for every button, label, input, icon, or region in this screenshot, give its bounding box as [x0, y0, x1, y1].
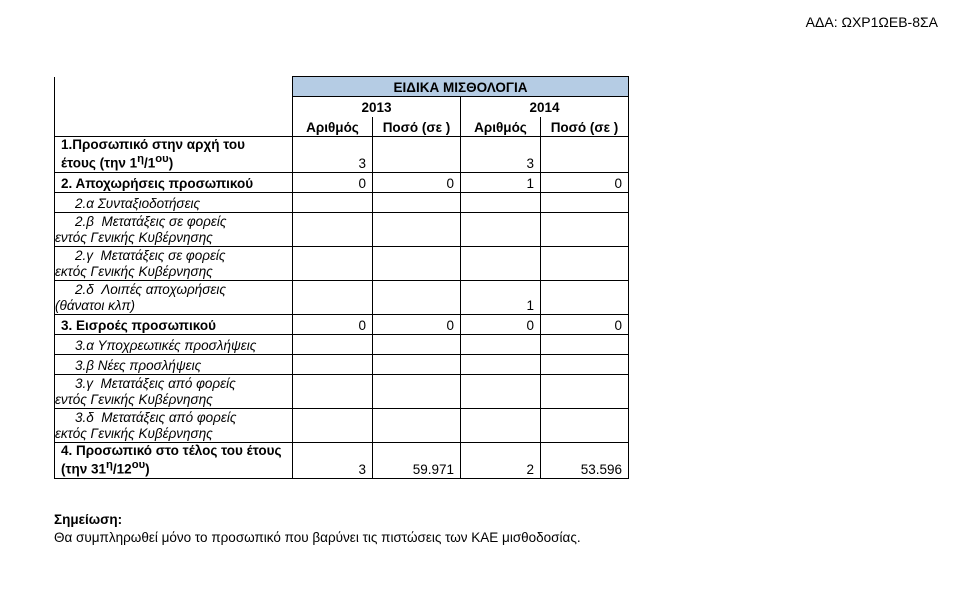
- row-3a-n2: [461, 334, 541, 354]
- row-3a-a2: [541, 334, 629, 354]
- row-4-a2: 53.596: [541, 442, 629, 478]
- ada-code: ΑΔΑ: ΩΧΡ1ΩΕΒ-8ΣΑ: [54, 14, 938, 30]
- row-2-a2: 0: [541, 172, 629, 192]
- row-2a-a1: [373, 192, 461, 212]
- row-3c-n1: [293, 374, 373, 408]
- blank-corner-3: [55, 117, 293, 137]
- row-3a-label: 3.α Υποχρεωτικές προσλήψεις: [55, 334, 293, 354]
- row-3d-label: 3.δ Μετατάξεις από φορείςεκτός Γενικής Κ…: [55, 408, 293, 442]
- year-1: 2013: [293, 97, 461, 117]
- row-2-n2: 1: [461, 172, 541, 192]
- row-2a-n1: [293, 192, 373, 212]
- row-2c-a1: [373, 246, 461, 280]
- row-2a-a2: [541, 192, 629, 212]
- row-3d-n2: [461, 408, 541, 442]
- row-1-a2: [541, 137, 629, 173]
- row-3-n2: 0: [461, 314, 541, 334]
- row-2b-label: 2.β Μετατάξεις σε φορείςεντός Γενικής Κυ…: [55, 212, 293, 246]
- row-2c-label: 2.γ Μετατάξεις σε φορείςεκτός Γενικής Κυ…: [55, 246, 293, 280]
- row-2d-a1: [373, 280, 461, 314]
- row-2c-a2: [541, 246, 629, 280]
- row-2b-a2: [541, 212, 629, 246]
- row-3b-n2: [461, 354, 541, 374]
- col-amount-1: Ποσό (σε ): [373, 117, 461, 137]
- row-2-a1: 0: [373, 172, 461, 192]
- page: ΑΔΑ: ΩΧΡ1ΩΕΒ-8ΣΑ ΕΙΔΙΚΑ ΜΙΣΘΟΛΟΓΙΑ 2013 …: [0, 0, 960, 606]
- row-3-n1: 0: [293, 314, 373, 334]
- row-4-n1: 3: [293, 442, 373, 478]
- row-1-n2: 3: [461, 137, 541, 173]
- row-2a-label: 2.α Συνταξιοδοτήσεις: [55, 192, 293, 212]
- row-2b-n2: [461, 212, 541, 246]
- row-4-label: 4. Προσωπικό στο τέλος του έτους(την 31η…: [55, 442, 293, 478]
- row-2-n1: 0: [293, 172, 373, 192]
- row-2d-n1: [293, 280, 373, 314]
- row-3b-n1: [293, 354, 373, 374]
- footnote: Σημείωση: Θα συμπληρωθεί μόνο το προσωπι…: [54, 511, 614, 547]
- col-amount-2: Ποσό (σε ): [541, 117, 629, 137]
- blank-corner-2: [55, 97, 293, 117]
- row-3a-a1: [373, 334, 461, 354]
- row-3c-n2: [461, 374, 541, 408]
- blank-corner: [55, 77, 293, 97]
- footnote-title: Σημείωση:: [54, 512, 122, 527]
- row-3-a2: 0: [541, 314, 629, 334]
- row-1-n1: 3: [293, 137, 373, 173]
- row-2b-n1: [293, 212, 373, 246]
- row-3d-a1: [373, 408, 461, 442]
- row-3c-label: 3.γ Μετατάξεις από φορείςεντός Γενικής Κ…: [55, 374, 293, 408]
- year-2: 2014: [461, 97, 629, 117]
- table-title: ΕΙΔΙΚΑ ΜΙΣΘΟΛΟΓΙΑ: [293, 77, 629, 97]
- row-4-a1: 59.971: [373, 442, 461, 478]
- row-3c-a2: [541, 374, 629, 408]
- footnote-body: Θα συμπληρωθεί μόνο το προσωπικό που βαρ…: [54, 530, 581, 545]
- row-3d-n1: [293, 408, 373, 442]
- row-3a-n1: [293, 334, 373, 354]
- row-1-label: 1.Προσωπικό στην αρχή τουέτους (την 1η/1…: [55, 137, 293, 173]
- row-3b-a1: [373, 354, 461, 374]
- row-2c-n2: [461, 246, 541, 280]
- row-3-label: 3. Εισροές προσωπικού: [55, 314, 293, 334]
- row-3c-a1: [373, 374, 461, 408]
- row-2a-n2: [461, 192, 541, 212]
- row-4-n2: 2: [461, 442, 541, 478]
- row-2d-label: 2.δ Λοιπές αποχωρήσεις(θάνατοι κλπ): [55, 280, 293, 314]
- row-3b-a2: [541, 354, 629, 374]
- row-3d-a2: [541, 408, 629, 442]
- payroll-table: ΕΙΔΙΚΑ ΜΙΣΘΟΛΟΓΙΑ 2013 2014 Αριθμός Ποσό…: [54, 76, 629, 479]
- row-2d-n2: 1: [461, 280, 541, 314]
- col-count-1: Αριθμός: [293, 117, 373, 137]
- col-count-2: Αριθμός: [461, 117, 541, 137]
- row-2d-a2: [541, 280, 629, 314]
- row-2c-n1: [293, 246, 373, 280]
- row-2b-a1: [373, 212, 461, 246]
- row-1-a1: [373, 137, 461, 173]
- row-3b-label: 3.β Νέες προσλήψεις: [55, 354, 293, 374]
- row-3-a1: 0: [373, 314, 461, 334]
- row-2-label: 2. Αποχωρήσεις προσωπικού: [55, 172, 293, 192]
